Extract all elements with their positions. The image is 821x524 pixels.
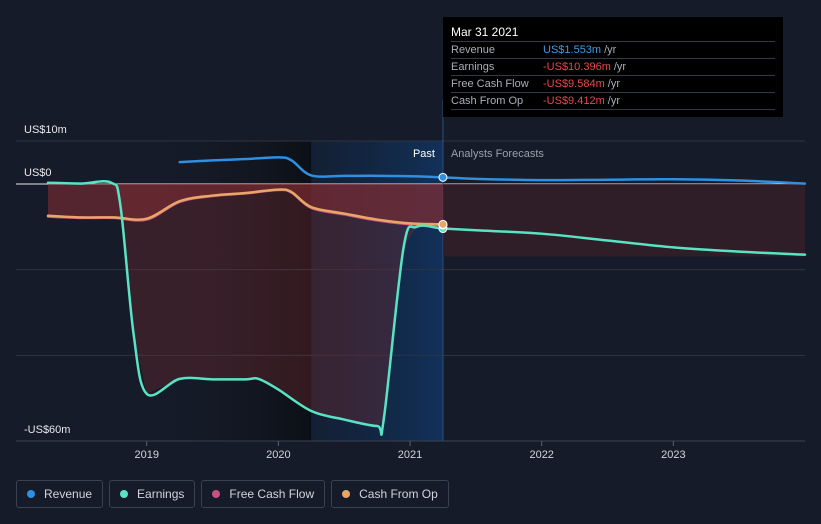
legend-dot-icon (120, 490, 129, 498)
series-line-cash-from-op (46, 188, 445, 226)
forecast-area (442, 184, 805, 257)
legend-item-free-cash-flow[interactable]: Free Cash Flow (201, 480, 326, 508)
tooltip-row-cash-from-op: Cash From Op -US$9.412m /yr (451, 93, 775, 110)
x-tick-label: 2022 (529, 449, 553, 461)
tooltip-unit: /yr (613, 61, 627, 73)
legend-item-earnings[interactable]: Earnings (109, 480, 196, 508)
tooltip-label: Cash From Op (451, 95, 524, 107)
point-revenue (438, 172, 448, 182)
tooltip-row-revenue: Revenue US$1.553m /yr (451, 42, 775, 59)
x-tick-label: 2023 (661, 449, 685, 461)
tooltip-label: Free Cash Flow (451, 78, 529, 90)
y-axis-label: -US$60m (24, 424, 70, 436)
past-label: Past (413, 148, 435, 160)
earnings-area (48, 182, 443, 427)
y-axis-label: US$10m (24, 124, 67, 136)
tooltip-value: US$1.553m (543, 44, 602, 56)
legend-dot-icon (342, 490, 351, 498)
legend-label: Revenue (44, 487, 93, 501)
y-axis-label: US$0 (24, 167, 52, 179)
tooltip: Mar 31 2021 Revenue US$1.553m /yr Earnin… (443, 17, 783, 117)
tooltip-value: -US$9.412m (543, 95, 605, 107)
legend: Revenue Earnings Free Cash Flow Cash Fro… (16, 480, 449, 508)
series-line-earnings (46, 180, 807, 436)
tooltip-date: Mar 31 2021 (451, 23, 775, 42)
tooltip-row-free-cash-flow: Free Cash Flow -US$9.584m /yr (451, 76, 775, 93)
legend-dot-icon (27, 490, 35, 498)
point-cash-from-op (438, 219, 448, 229)
cash-area (48, 184, 443, 225)
x-tick-label: 2021 (398, 449, 422, 461)
x-tick-label: 2020 (266, 449, 290, 461)
forecast-label: Analysts Forecasts (451, 148, 544, 160)
tooltip-value: -US$9.584m (543, 78, 605, 90)
legend-item-cash-from-op[interactable]: Cash From Op (331, 480, 449, 508)
x-tick-label: 2019 (134, 449, 158, 461)
legend-item-revenue[interactable]: Revenue (16, 480, 104, 508)
legend-label: Cash From Op (359, 487, 438, 501)
tooltip-value: -US$10.396m (543, 61, 611, 73)
tooltip-unit: /yr (604, 44, 617, 56)
legend-label: Free Cash Flow (229, 487, 315, 501)
tooltip-unit: /yr (607, 78, 620, 90)
tooltip-label: Revenue (451, 44, 496, 56)
tooltip-row-earnings: Earnings -US$10.396m /yr (451, 59, 775, 76)
legend-label: Earnings (137, 487, 185, 501)
series-line-revenue (178, 156, 807, 185)
tooltip-label: Earnings (451, 61, 495, 73)
legend-dot-icon (212, 490, 221, 498)
tooltip-unit: /yr (607, 95, 620, 107)
